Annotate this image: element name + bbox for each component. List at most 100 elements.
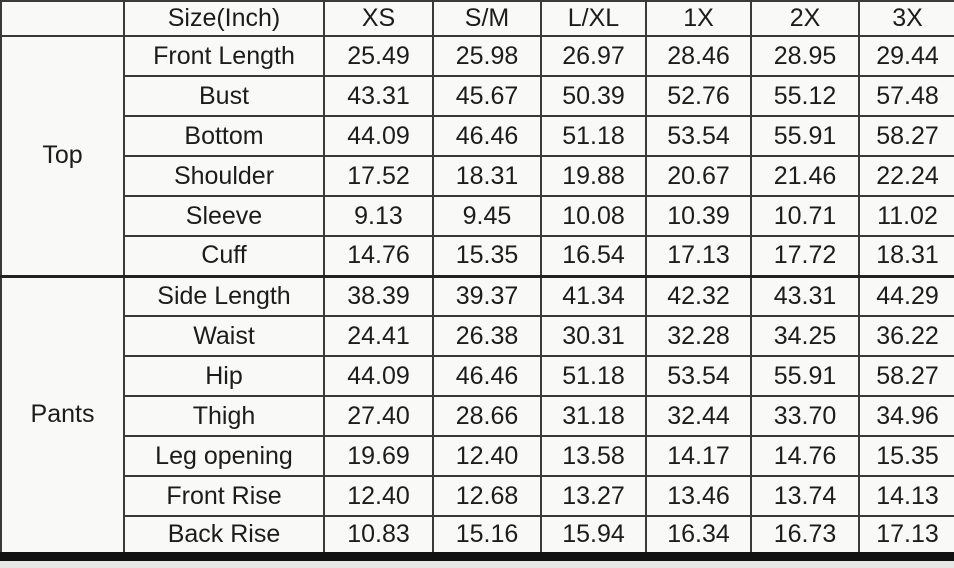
- size-unit-header: Size(Inch): [123, 0, 325, 37]
- value-cell: 9.13: [323, 195, 434, 237]
- row-label-cell: Shoulder: [123, 155, 325, 197]
- value-cell: 18.31: [432, 155, 542, 197]
- value-cell: 16.54: [540, 235, 647, 277]
- value-cell: 13.46: [645, 475, 752, 517]
- value-cell: 34.25: [750, 315, 860, 357]
- corner-cell: [0, 0, 125, 37]
- value-cell: 46.46: [432, 115, 542, 157]
- value-cell: 36.22: [858, 315, 954, 357]
- table-row: Bust 43.31 45.67 50.39 52.76 55.12 57.48: [1, 75, 954, 117]
- value-cell: 17.52: [323, 155, 434, 197]
- value-cell: 55.91: [750, 115, 860, 157]
- value-cell: 26.97: [540, 35, 647, 77]
- value-cell: 14.17: [645, 435, 752, 477]
- table-row: Top Front Length 25.49 25.98 26.97 28.46 28.95…: [0, 35, 954, 277]
- group-cell: Pants: [0, 274, 125, 557]
- row-label-cell: Front Length: [123, 35, 325, 77]
- table-row: Front Rise 12.40 12.68 13.27 13.46 13.74 14.13: [1, 475, 954, 517]
- value-cell: 53.54: [645, 115, 752, 157]
- size-column-header: XS: [323, 0, 434, 37]
- size-column-header: L/XL: [540, 0, 647, 37]
- value-cell: 15.35: [432, 235, 542, 277]
- value-cell: 34.96: [858, 395, 954, 437]
- value-cell: 27.40: [323, 395, 434, 437]
- value-cell: 45.67: [432, 75, 542, 117]
- value-cell: 14.13: [858, 475, 954, 517]
- row-label-cell: Front Rise: [123, 475, 325, 517]
- value-cell: 19.69: [323, 435, 434, 477]
- value-cell: 32.44: [645, 395, 752, 437]
- row-label-cell: Leg opening: [123, 435, 325, 477]
- row-label-cell: Sleeve: [123, 195, 325, 237]
- value-cell: 15.35: [858, 435, 954, 477]
- value-cell: 12.40: [323, 475, 434, 517]
- value-cell: 9.45: [432, 195, 542, 237]
- value-cell: 25.98: [432, 35, 542, 77]
- value-cell: 57.48: [858, 75, 954, 117]
- value-cell: 18.31: [858, 235, 954, 277]
- size-column-header: 1X: [645, 0, 752, 37]
- value-cell: 15.16: [432, 515, 542, 557]
- table-row: Shoulder 17.52 18.31 19.88 20.67 21.46 22.24: [1, 155, 954, 197]
- size-chart-header: Size(Inch) XS S/M L/XL 1X 2X 3X: [0, 0, 954, 37]
- value-cell: 26.38: [432, 315, 542, 357]
- value-cell: 15.94: [540, 515, 647, 557]
- value-cell: 14.76: [323, 235, 434, 277]
- value-cell: 22.24: [858, 155, 954, 197]
- value-cell: 28.95: [750, 35, 860, 77]
- value-cell: 52.76: [645, 75, 752, 117]
- table-row: Thigh 27.40 28.66 31.18 32.44 33.70 34.96: [1, 395, 954, 437]
- value-cell: 12.40: [432, 435, 542, 477]
- value-cell: 25.49: [323, 35, 434, 77]
- value-cell: 39.37: [432, 274, 542, 317]
- table-row: Back Rise 10.83 15.16 15.94 16.34 16.73 17.13: [1, 515, 954, 557]
- value-cell: 20.67: [645, 155, 752, 197]
- value-cell: 55.91: [750, 355, 860, 397]
- value-cell: 13.74: [750, 475, 860, 517]
- value-cell: 10.08: [540, 195, 647, 237]
- value-cell: 13.27: [540, 475, 647, 517]
- value-cell: 19.88: [540, 155, 647, 197]
- value-cell: 53.54: [645, 355, 752, 397]
- value-cell: 29.44: [858, 35, 954, 77]
- value-cell: 11.02: [858, 195, 954, 237]
- value-cell: 44.09: [323, 355, 434, 397]
- row-label-cell: Thigh: [123, 395, 325, 437]
- value-cell: 17.72: [750, 235, 860, 277]
- table-row: Sleeve 9.13 9.45 10.08 10.39 10.71 11.02: [1, 195, 954, 237]
- table-row: Pants Side Length 38.39 39.37 41.34 42.32 43.3…: [0, 274, 954, 557]
- group-cell: Top: [0, 35, 125, 277]
- table-row: Hip 44.09 46.46 51.18 53.54 55.91 58.27: [1, 355, 954, 397]
- row-label-cell: Waist: [123, 315, 325, 357]
- value-cell: 51.18: [540, 115, 647, 157]
- table-row: Cuff 14.76 15.35 16.54 17.13 17.72 18.31: [1, 235, 954, 277]
- value-cell: 12.68: [432, 475, 542, 517]
- table-row: Bottom 44.09 46.46 51.18 53.54 55.91 58.27: [1, 115, 954, 157]
- value-cell: 58.27: [858, 355, 954, 397]
- value-cell: 33.70: [750, 395, 860, 437]
- value-cell: 21.46: [750, 155, 860, 197]
- row-label-cell: Cuff: [123, 235, 325, 277]
- value-cell: 32.28: [645, 315, 752, 357]
- value-cell: 38.39: [323, 274, 434, 317]
- value-cell: 41.34: [540, 274, 647, 317]
- value-cell: 14.76: [750, 435, 860, 477]
- value-cell: 31.18: [540, 395, 647, 437]
- value-cell: 16.73: [750, 515, 860, 557]
- value-cell: 10.83: [323, 515, 434, 557]
- value-cell: 44.09: [323, 115, 434, 157]
- value-cell: 58.27: [858, 115, 954, 157]
- value-cell: 46.46: [432, 355, 542, 397]
- row-label-cell: Bust: [123, 75, 325, 117]
- table-row: Leg opening 19.69 12.40 13.58 14.17 14.76 15.3…: [1, 435, 954, 477]
- value-cell: 42.32: [645, 274, 752, 317]
- value-cell: 50.39: [540, 75, 647, 117]
- value-cell: 10.39: [645, 195, 752, 237]
- value-cell: 51.18: [540, 355, 647, 397]
- value-cell: 17.13: [858, 515, 954, 557]
- size-column-header: 2X: [750, 0, 860, 37]
- row-label-cell: Hip: [123, 355, 325, 397]
- value-cell: 30.31: [540, 315, 647, 357]
